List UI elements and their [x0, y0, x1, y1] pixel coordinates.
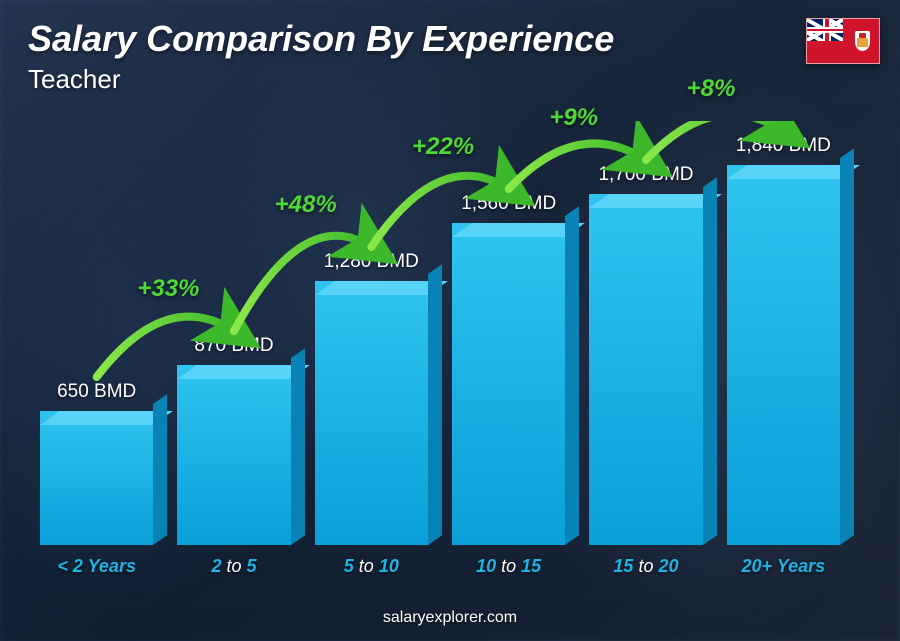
bar-group: 1,840 BMD20+ Years	[727, 135, 840, 545]
bar-category-label: 2 to 5	[211, 556, 256, 577]
growth-percent-label: +8%	[687, 75, 736, 103]
bar-group: 1,700 BMD15 to 20	[589, 164, 702, 545]
bar-side-face	[565, 206, 579, 545]
growth-percent-label: +33%	[137, 275, 199, 303]
bar-front-face	[40, 411, 153, 545]
bar-category-label: 10 to 15	[476, 556, 541, 577]
bar	[452, 223, 565, 545]
bar-group: 1,560 BMD10 to 15	[452, 193, 565, 545]
bar-side-face	[153, 394, 167, 545]
bar-category-label: 20+ Years	[741, 556, 825, 577]
chart-area: 650 BMD< 2 Years870 BMD2 to 51,280 BMD5 …	[40, 121, 840, 581]
bar-side-face	[703, 177, 717, 545]
growth-percent-label: +22%	[412, 133, 474, 161]
bar-front-face	[177, 365, 290, 545]
bar	[40, 411, 153, 545]
bar-value-label: 650 BMD	[57, 381, 136, 403]
bar-side-face	[428, 264, 442, 545]
growth-percent-label: +48%	[275, 191, 337, 219]
bar	[315, 281, 428, 545]
footer-source: salaryexplorer.com	[0, 609, 900, 627]
bar-category-label: < 2 Years	[57, 556, 136, 577]
chart-subtitle: Teacher	[28, 64, 614, 95]
flag-cross-horizontal	[807, 27, 843, 32]
flag-crest	[855, 31, 871, 50]
bar-front-face	[452, 223, 565, 545]
bar-value-label: 1,280 BMD	[324, 251, 419, 273]
bar-side-face	[291, 348, 305, 545]
bar-value-label: 870 BMD	[194, 335, 273, 357]
bar-front-face	[727, 165, 840, 545]
bar	[727, 165, 840, 545]
bar-category-label: 5 to 10	[344, 556, 399, 577]
bar-group: 870 BMD2 to 5	[177, 335, 290, 545]
bar-group: 650 BMD< 2 Years	[40, 381, 153, 545]
bar	[177, 365, 290, 545]
bar-front-face	[315, 281, 428, 545]
bar-value-label: 1,700 BMD	[598, 164, 693, 186]
header: Salary Comparison By Experience Teacher	[28, 18, 614, 95]
bar-value-label: 1,560 BMD	[461, 193, 556, 215]
chart-title: Salary Comparison By Experience	[28, 18, 614, 60]
bar	[589, 194, 702, 545]
bars-container: 650 BMD< 2 Years870 BMD2 to 51,280 BMD5 …	[40, 121, 840, 545]
bar-value-label: 1,840 BMD	[736, 135, 831, 157]
bar-front-face	[589, 194, 702, 545]
growth-percent-label: +9%	[549, 104, 598, 132]
bar-side-face	[840, 148, 854, 545]
country-flag-bermuda	[806, 18, 880, 64]
bar-group: 1,280 BMD5 to 10	[315, 251, 428, 545]
bar-category-label: 15 to 20	[613, 556, 678, 577]
